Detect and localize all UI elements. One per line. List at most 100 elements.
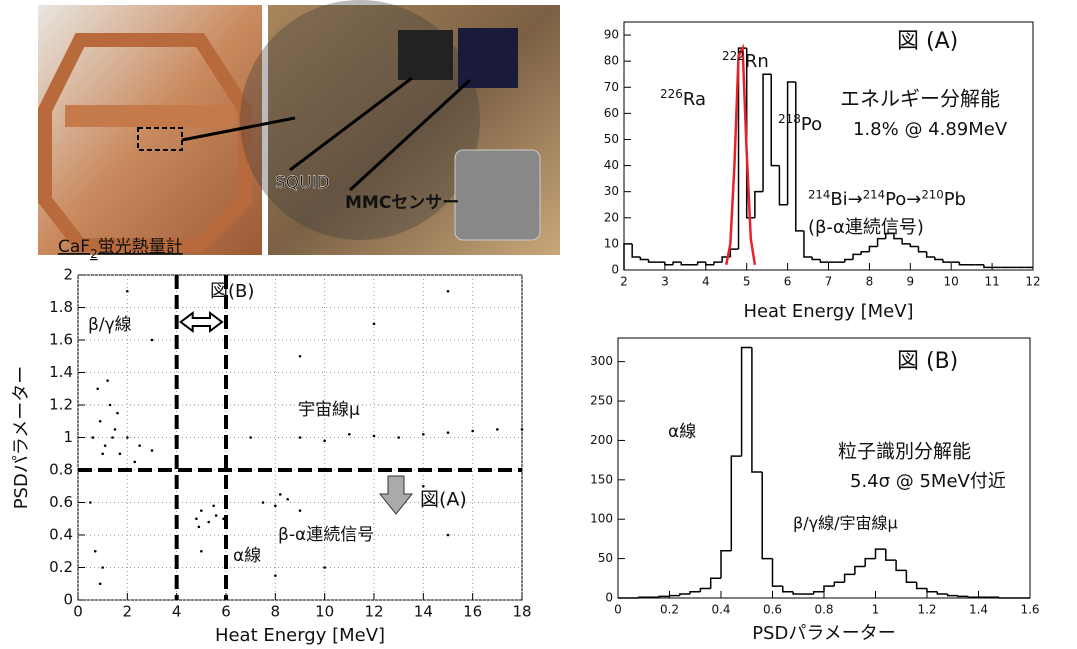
scatter-point bbox=[446, 289, 450, 293]
histogram-bin bbox=[754, 190, 764, 218]
scatter-point bbox=[118, 452, 122, 456]
y-tick-label: 60 bbox=[604, 106, 619, 120]
element: Rn bbox=[745, 51, 769, 72]
scatter-point bbox=[96, 387, 100, 391]
histogram-bin bbox=[705, 262, 714, 266]
histogram-bin bbox=[737, 47, 747, 250]
chart-title: 図 (A) bbox=[897, 29, 958, 54]
scatter-point bbox=[323, 439, 326, 443]
scatter-point bbox=[298, 354, 302, 358]
histogram-bin bbox=[679, 593, 691, 596]
mass-number: 214 bbox=[808, 187, 830, 201]
pointer-arrow bbox=[181, 116, 296, 142]
pointer-arrow bbox=[348, 78, 472, 192]
histogram-bin bbox=[936, 591, 948, 595]
histogram-bin bbox=[761, 471, 773, 560]
y-tick-label: 70 bbox=[604, 80, 619, 94]
scatter-point bbox=[197, 525, 201, 529]
histogram-bin bbox=[672, 261, 682, 265]
x-tick-label: 7 bbox=[825, 275, 833, 289]
scatter-point bbox=[106, 379, 109, 382]
histogram-bin bbox=[689, 590, 701, 595]
y-tick-label: 0.2 bbox=[49, 558, 73, 576]
histogram-bin bbox=[740, 346, 752, 457]
isotope-label: 218Po bbox=[778, 112, 822, 136]
scatter-point bbox=[298, 509, 302, 512]
histogram-bin bbox=[934, 256, 944, 261]
x-tick-label: 11 bbox=[984, 275, 999, 289]
x-tick-label: 0.4 bbox=[711, 603, 730, 617]
scatter-point bbox=[98, 419, 102, 423]
scatter-point bbox=[101, 452, 104, 456]
x-tick-label: 0 bbox=[614, 603, 622, 617]
histogram-bin bbox=[885, 232, 894, 239]
histogram-bin bbox=[868, 245, 878, 252]
scatter-point bbox=[214, 514, 218, 517]
annotation: 宇宙線μ bbox=[298, 400, 360, 420]
photo-caption: CaF2蛍光熱量計 bbox=[58, 237, 183, 261]
histogram-bin bbox=[844, 258, 854, 263]
y-tick-label: 300 bbox=[590, 354, 613, 368]
histogram-bin bbox=[751, 347, 763, 473]
histogram-bin bbox=[926, 588, 938, 593]
scatter-point bbox=[422, 432, 425, 436]
histogram-bin bbox=[658, 595, 670, 598]
x-tick-label: 6 bbox=[784, 275, 792, 289]
scatter-point bbox=[422, 484, 425, 488]
x-tick-label: 4 bbox=[702, 275, 710, 289]
scatter-point bbox=[200, 549, 203, 553]
histogram-bin bbox=[864, 557, 876, 567]
histogram-bin bbox=[668, 594, 680, 597]
scatter-point bbox=[446, 431, 450, 434]
y-tick-label: 1.2 bbox=[49, 396, 73, 414]
scatter-point bbox=[91, 436, 95, 439]
histogram-bin bbox=[915, 582, 927, 590]
scatter-point bbox=[89, 501, 92, 504]
histogram-bin bbox=[680, 262, 690, 266]
y-tick-label: 1 bbox=[63, 428, 73, 446]
annotation: 図(B) bbox=[210, 281, 254, 302]
histogram-bin bbox=[833, 581, 845, 587]
fit-curve bbox=[725, 43, 757, 266]
annotation: エネルギー分解能 bbox=[840, 87, 1000, 111]
isotope-label: 226Ra bbox=[660, 87, 706, 111]
scatter-point bbox=[249, 436, 252, 439]
histogram-bin bbox=[876, 237, 886, 247]
scatter-point bbox=[278, 493, 282, 496]
scatter-point bbox=[126, 289, 129, 293]
histogram-bin bbox=[778, 165, 788, 206]
down-arrow bbox=[378, 475, 414, 515]
scatter-point bbox=[274, 504, 277, 508]
x-tick-label: 2 bbox=[123, 603, 133, 621]
x-tick-label: 2 bbox=[620, 275, 628, 289]
x-tick-label: 0.2 bbox=[660, 603, 679, 617]
element: Po bbox=[801, 114, 822, 135]
y-tick-label: 0.4 bbox=[49, 526, 73, 544]
scatter-point bbox=[116, 411, 119, 415]
histogram-bin bbox=[967, 596, 979, 598]
scatter-point bbox=[111, 436, 114, 439]
scatter-point bbox=[397, 436, 400, 439]
scatter-point bbox=[103, 444, 107, 447]
histogram-bin bbox=[823, 585, 835, 592]
histogram-bin bbox=[852, 253, 862, 260]
x-tick-label: 3 bbox=[661, 275, 669, 289]
histogram-bin bbox=[762, 73, 772, 192]
scatter-point bbox=[150, 449, 154, 452]
scatter-point bbox=[207, 520, 211, 524]
scatter-point bbox=[471, 429, 474, 433]
caption-sub: 2 bbox=[90, 247, 98, 261]
x-axis-label: Heat Energy [MeV] bbox=[743, 301, 913, 322]
mass-number: 214 bbox=[863, 187, 885, 201]
x-tick-label: 1.2 bbox=[917, 603, 936, 617]
y-tick-label: 50 bbox=[598, 551, 613, 565]
histogram-bin bbox=[895, 560, 907, 572]
double-arrow bbox=[179, 311, 224, 333]
x-tick-label: 0.6 bbox=[763, 603, 782, 617]
x-tick-label: 8 bbox=[866, 275, 874, 289]
element: Bi→ bbox=[830, 189, 862, 210]
y-tick-label: 100 bbox=[590, 512, 613, 526]
x-tick-label: 4 bbox=[172, 603, 182, 621]
annotation: α線 bbox=[668, 422, 696, 442]
